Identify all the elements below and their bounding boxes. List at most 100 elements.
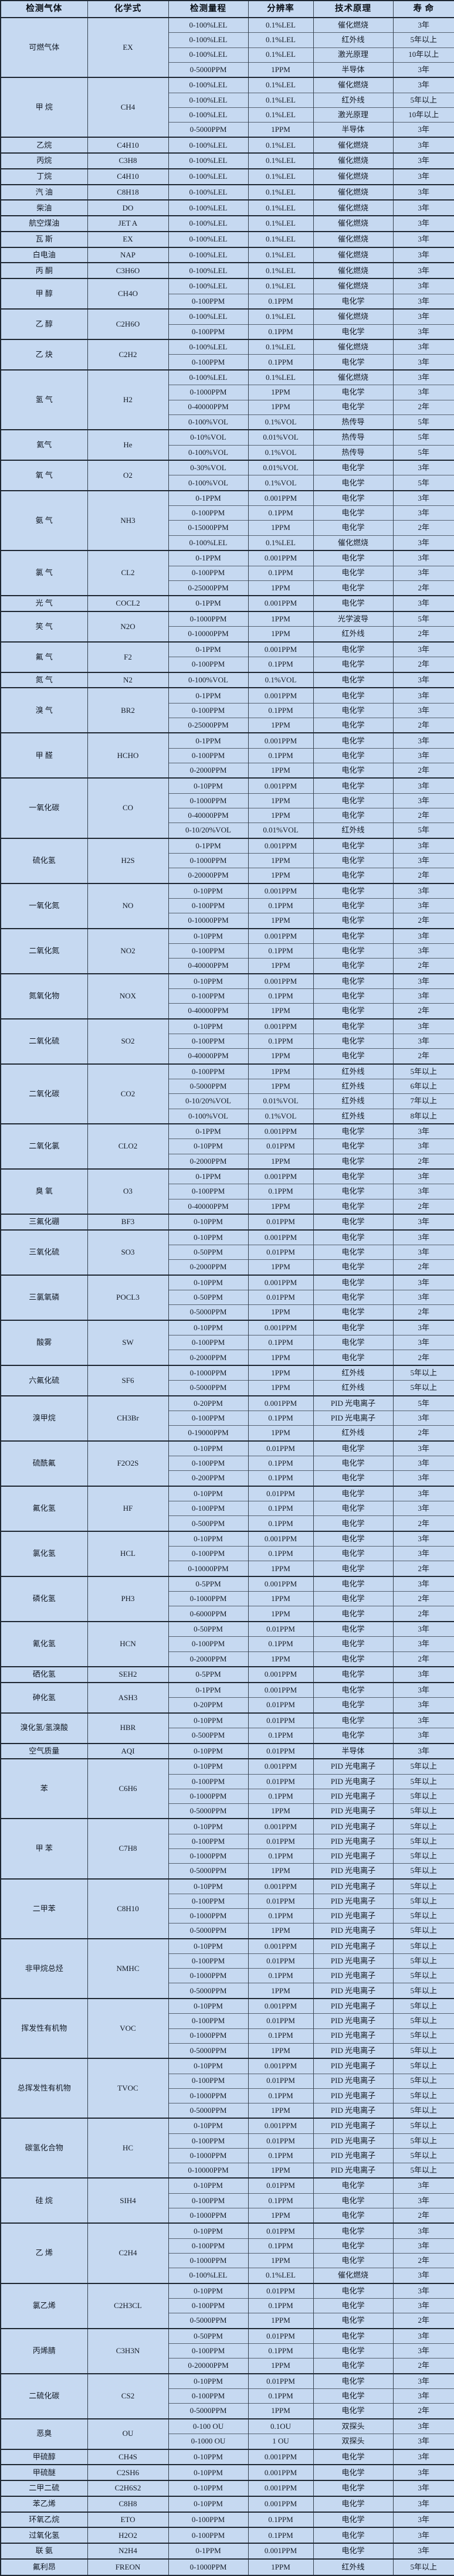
- resolution-cell: 0.001PPM: [248, 687, 314, 704]
- lifespan-cell: 3年: [392, 535, 454, 551]
- range-cell: 0-100%LEL: [168, 535, 249, 551]
- principle-cell: 电化学: [313, 1440, 394, 1456]
- range-cell: 0-10000PPM: [168, 626, 249, 642]
- gas-row: 六氟化硫 SF6 0-1000PPM 1PPM 红外线 5年以上: [0, 1364, 454, 1396]
- range-cell: 0-1000PPM: [168, 1968, 249, 1983]
- gas-name-cell: 氮 气: [0, 671, 88, 688]
- lifespan-cell: 5年以上: [392, 2118, 454, 2134]
- principle-cell: 电化学: [313, 2388, 394, 2404]
- resolution-cell: 0.1PPM: [248, 657, 314, 672]
- gas-row: 0-1000PPM 0.1PPM PID 光电离子 5年以上: [1, 1908, 454, 1923]
- range-cell: 0-40000PPM: [168, 808, 249, 823]
- resolution-cell: 0.1PPM: [248, 2343, 314, 2358]
- gas-row: 0-100PPM 0.1PPM 电化学 3年: [1, 354, 454, 370]
- range-cell: 0-100%VOL: [168, 475, 249, 491]
- gas-name-cell: 航空煤油: [0, 215, 88, 232]
- gas-name-cell: 一氧化氮: [0, 882, 88, 929]
- resolution-cell: 0.1PPM: [248, 943, 314, 959]
- formula-cell: EX: [87, 16, 169, 78]
- range-cell: 0-10PPM: [168, 2177, 249, 2194]
- gas-row: 0-5000PPM 1PPM PID 光电离子 5年以上: [1, 1923, 454, 1939]
- principle-cell: PID 光电离子: [313, 2102, 394, 2119]
- lifespan-cell: 5年以上: [392, 1773, 454, 1789]
- gas-row: 溴 气 BR2 0-1PPM 0.001PPM 电化学 3年: [0, 687, 454, 733]
- formula-cell: OU: [87, 2418, 169, 2449]
- range-cell: 0-100PPM: [168, 657, 249, 672]
- range-cell: 0-1000PPM: [168, 385, 249, 400]
- range-cell: 0-10PPM: [168, 1878, 249, 1894]
- formula-cell: N2H4: [87, 2543, 169, 2559]
- principle-cell: 激光原理: [313, 47, 394, 63]
- range-cell: 0-6000PPM: [168, 1606, 249, 1622]
- gas-row: 三氯氧磷 POCL3 0-10PPM 0.001PPM 电化学 3年: [0, 1274, 454, 1320]
- resolution-cell: 0.1PPM: [248, 2388, 314, 2404]
- resolution-cell: 1PPM: [248, 913, 314, 929]
- lifespan-cell: 3年: [392, 2343, 454, 2358]
- resolution-cell: 0.1%LEL: [248, 77, 314, 93]
- range-cell: 0-20PPM: [168, 1697, 249, 1713]
- lifespan-cell: 6年以上: [392, 1079, 454, 1094]
- lifespan-cell: 3年: [392, 1274, 454, 1290]
- formula-cell: JET A: [87, 215, 169, 232]
- principle-cell: 电化学: [313, 2253, 394, 2268]
- resolution-cell: 0.001PPM: [248, 2495, 314, 2512]
- lifespan-cell: 3年: [392, 1485, 454, 1501]
- lifespan-cell: 5年以上: [392, 1848, 454, 1864]
- formula-cell: BF3: [87, 1214, 169, 1230]
- principle-cell: 电化学: [313, 1198, 394, 1215]
- principle-cell: PID 光电离子: [313, 1848, 394, 1864]
- table-body: 可燃气体 EX 0-100%LEL 0.1%LEL 催化燃烧 3年 0-100%LEL 0.1…: [0, 16, 454, 2575]
- gas-name-cell: 三氧化硫: [0, 1229, 88, 1275]
- gas-row: 0-1000PPM 1PPM 电化学 3年: [1, 793, 454, 808]
- gas-row: 0-100PPM 0.1PPM 电化学 3年: [1, 2193, 454, 2208]
- gas-name-cell: 柴油: [0, 199, 88, 216]
- range-cell: 0-100PPM: [168, 1773, 249, 1789]
- principle-cell: PID 光电离子: [313, 1983, 394, 1999]
- range-cell: 0-10PPM: [168, 1818, 249, 1834]
- principle-cell: 电化学: [313, 657, 394, 672]
- resolution-cell: 0.1PPM: [248, 2527, 314, 2544]
- lifespan-cell: 3年: [392, 1123, 454, 1139]
- resolution-cell: 1PPM: [248, 808, 314, 823]
- resolution-cell: 0.1PPM: [248, 354, 314, 370]
- lifespan-cell: 10年以上: [392, 107, 454, 123]
- principle-cell: 电化学: [313, 2177, 394, 2194]
- gas-row: 0-50PPM 0.01PPM 电化学 3年: [1, 1245, 454, 1260]
- resolution-cell: 0.001PPM: [248, 1666, 314, 1683]
- formula-cell: HBR: [87, 1712, 169, 1744]
- resolution-cell: 0.1%VOL: [248, 444, 314, 460]
- formula-cell: O2: [87, 459, 169, 491]
- formula-cell: ETO: [87, 2511, 169, 2528]
- gas-row: 0-5000PPM 1PPM 红外线 5年以上: [1, 1380, 454, 1396]
- gas-row: 总挥发性有机物 TVOC 0-10PPM 0.001PPM PID 光电离子 5年以上: [0, 2058, 454, 2119]
- range-cell: 0-40000PPM: [168, 1003, 249, 1019]
- resolution-cell: 0.01PPM: [248, 1697, 314, 1713]
- lifespan-cell: 3年: [392, 77, 454, 93]
- range-cell: 0-2000PPM: [168, 1259, 249, 1275]
- resolution-cell: 1PPM: [248, 2102, 314, 2119]
- gas-row: 硫酰氟 F2O2S 0-10PPM 0.01PPM 电化学 3年: [0, 1440, 454, 1486]
- resolution-cell: 0.1PPM: [248, 988, 314, 1004]
- resolution-cell: 0.001PPM: [248, 1168, 314, 1184]
- gas-name-cell: 非甲烷总烃: [0, 1938, 88, 1999]
- range-cell: 0-10PPM: [168, 1742, 249, 1759]
- resolution-cell: 0.1PPM: [248, 1968, 314, 1983]
- resolution-cell: 1PPM: [248, 1079, 314, 1094]
- gas-name-cell: 氦气: [0, 429, 88, 460]
- resolution-cell: 0.01PPM: [248, 1214, 314, 1230]
- resolution-cell: 1PPM: [248, 793, 314, 808]
- resolution-cell: 1PPM: [248, 399, 314, 415]
- range-cell: 0-100%LEL: [168, 2268, 249, 2283]
- formula-cell: SW: [87, 1319, 169, 1365]
- lifespan-cell: 3年: [392, 2327, 454, 2344]
- formula-cell: C4H10: [87, 168, 169, 185]
- gas-row: 甲 醛 HCHO 0-1PPM 0.001PPM 电化学 3年: [0, 732, 454, 779]
- gas-row: 硫化氢 H2S 0-1PPM 0.001PPM 电化学 3年: [0, 837, 454, 883]
- range-cell: 0-100PPM: [168, 702, 249, 718]
- gas-row: 0-1000PPM 0.1PPM PID 光电离子 5年以上: [1, 1848, 454, 1864]
- resolution-cell: 1PPM: [248, 2043, 314, 2059]
- lifespan-cell: 3年: [392, 1168, 454, 1184]
- lifespan-cell: 2年: [392, 718, 454, 733]
- lifespan-cell: 2年: [392, 1198, 454, 1215]
